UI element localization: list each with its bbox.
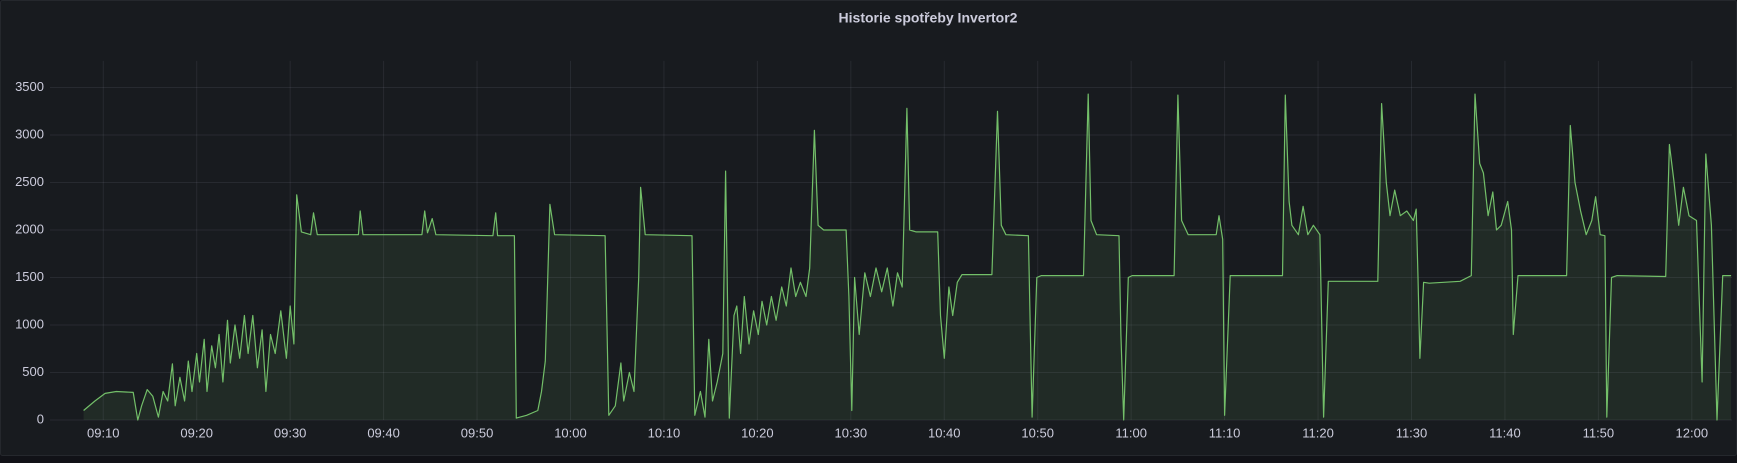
series-area (83, 94, 1732, 420)
y-tick-label: 500 (22, 364, 44, 379)
x-tick-label: 09:40 (367, 425, 400, 440)
y-tick-label: 1500 (15, 269, 44, 284)
x-tick-label: 11:50 (1583, 425, 1615, 440)
x-tick-label: 11:30 (1396, 425, 1428, 440)
x-tick-label: 09:30 (274, 425, 307, 440)
series-line (83, 93, 1732, 421)
y-tick-label: 1000 (15, 316, 44, 331)
y-tick-label: 2000 (15, 221, 44, 236)
x-tick-label: 12:00 (1676, 425, 1709, 440)
x-tick-label: 10:50 (1021, 425, 1054, 440)
x-tick-label: 10:10 (648, 425, 681, 440)
x-tick-label: 10:30 (835, 425, 868, 440)
y-tick-label: 3000 (15, 126, 44, 141)
x-tick-label: 09:50 (461, 425, 494, 440)
x-tick-label: 10:00 (554, 425, 587, 440)
x-tick-label: 09:10 (87, 425, 120, 440)
x-tick-label: 10:40 (928, 425, 961, 440)
y-tick-label: 2500 (15, 174, 44, 189)
x-tick-label: 11:10 (1209, 425, 1241, 440)
x-tick-label: 11:40 (1489, 425, 1521, 440)
y-tick-label: 0 (37, 411, 44, 426)
y-tick-label: 3500 (15, 79, 44, 94)
x-tick-label: 09:20 (180, 425, 213, 440)
x-tick-label: 11:00 (1115, 425, 1147, 440)
x-tick-label: 11:20 (1302, 425, 1334, 440)
x-tick-label: 10:20 (741, 425, 774, 440)
panel-title[interactable]: Historie spotřeby Invertor2 (839, 10, 1018, 26)
